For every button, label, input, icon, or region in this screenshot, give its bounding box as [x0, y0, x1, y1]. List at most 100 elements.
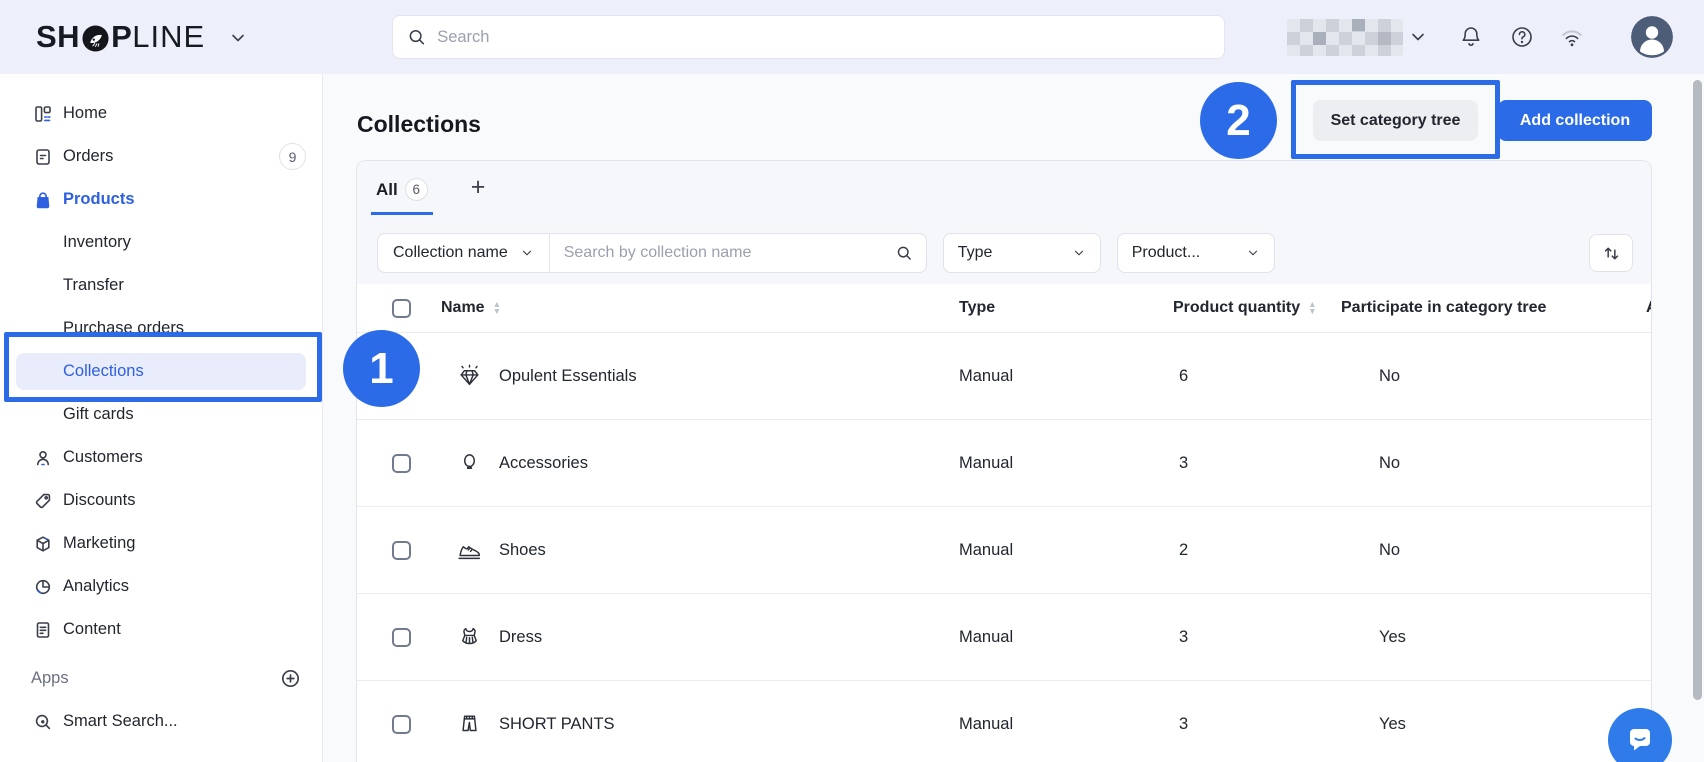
- marketing-cube-icon: [36, 535, 50, 552]
- logo-fish-icon: [82, 24, 109, 52]
- collection-name[interactable]: Accessories: [499, 453, 588, 472]
- analytics-pie-icon: [35, 579, 51, 594]
- chat-widget-button[interactable]: [1608, 708, 1672, 762]
- sidebar-item-home[interactable]: Home: [0, 92, 322, 135]
- sidebar-section-apps[interactable]: Apps: [0, 657, 322, 700]
- card-toolbar: All 6 + Collection name: [357, 161, 1651, 284]
- help-icon[interactable]: [1509, 24, 1535, 50]
- row-checkbox[interactable]: [392, 540, 411, 560]
- collection-search-group: Collection name: [377, 233, 927, 273]
- table-row[interactable]: Opulent Essentials Manual 6 No: [357, 332, 1651, 419]
- sidebar-item-smart-search[interactable]: Smart Search...: [0, 700, 322, 743]
- collection-participate: Yes: [1379, 627, 1406, 646]
- collection-type: Manual: [959, 366, 1014, 385]
- search-field-selector[interactable]: Collection name: [378, 234, 550, 272]
- row-checkbox[interactable]: [392, 366, 411, 386]
- sidebar-item-label: Transfer: [63, 276, 124, 294]
- table-row[interactable]: Dress Manual 3 Yes: [357, 593, 1651, 680]
- sidebar-item-transfer[interactable]: Transfer: [0, 264, 322, 307]
- search-field-selector-label: Collection name: [393, 244, 508, 261]
- store-switcher-chevron-icon[interactable]: [228, 28, 248, 48]
- avatar[interactable]: [1631, 16, 1673, 58]
- tab-all[interactable]: All 6: [371, 173, 433, 215]
- product-filter-dropdown[interactable]: Product...: [1116, 233, 1275, 273]
- sort-carets-icon[interactable]: ▲ ▼: [492, 299, 501, 316]
- chevron-down-icon: [1248, 250, 1257, 256]
- orders-count-badge: 9: [279, 143, 306, 170]
- dress-icon: [462, 627, 477, 644]
- collection-quantity: 6: [1179, 366, 1189, 385]
- sidebar-item-label: Purchase orders: [63, 319, 185, 337]
- home-icon: [35, 105, 51, 122]
- sidebar-item-marketing[interactable]: Marketing: [0, 522, 322, 565]
- sidebar-item-label: Gift cards: [63, 405, 134, 423]
- product-filter-label: Product...: [1131, 244, 1201, 261]
- row-checkbox[interactable]: [392, 453, 411, 473]
- shopline-logo[interactable]: SH P LINE: [36, 19, 206, 54]
- sidebar-item-inventory[interactable]: Inventory: [0, 221, 322, 264]
- collection-quantity: 3: [1179, 714, 1189, 733]
- select-all-checkbox[interactable]: [392, 298, 411, 318]
- sort-carets-icon[interactable]: ▲ ▼: [1308, 299, 1317, 316]
- sidebar-item-label: Marketing: [63, 534, 136, 552]
- sidebar-item-content[interactable]: Content: [0, 608, 322, 651]
- orders-icon: [36, 148, 50, 165]
- collection-name[interactable]: Dress: [499, 627, 543, 646]
- table-row[interactable]: Accessories Manual 3 No: [357, 419, 1651, 506]
- sidebar-item-orders[interactable]: Orders 9: [0, 135, 322, 178]
- sidebar-item-label: Discounts: [63, 491, 136, 509]
- type-filter-dropdown[interactable]: Type: [942, 233, 1101, 273]
- table-header-row: Name ▲ ▼ Type Product quantity ▲ ▼ Partici…: [357, 284, 1651, 332]
- add-app-plus-icon[interactable]: [280, 668, 301, 689]
- notifications-bell-icon[interactable]: [1458, 24, 1484, 50]
- sort-button[interactable]: [1589, 234, 1633, 272]
- vertical-scrollbar[interactable]: [1693, 80, 1702, 700]
- sort-arrows-icon: [1604, 247, 1618, 259]
- sidebar-item-collections[interactable]: Collections: [16, 353, 306, 390]
- sneaker-icon: [458, 545, 481, 559]
- sidebar-item-products[interactable]: Products: [0, 178, 322, 221]
- collection-name[interactable]: SHORT PANTS: [499, 714, 615, 733]
- sidebar-item-customers[interactable]: Customers: [0, 436, 322, 479]
- sidebar-item-label: Home: [63, 104, 108, 122]
- row-checkbox[interactable]: [392, 714, 411, 734]
- tab-all-label: All: [376, 179, 398, 199]
- smart-search-icon: [35, 714, 51, 729]
- collection-name-search: [550, 234, 926, 272]
- sidebar-item-label: Content: [63, 620, 121, 638]
- page-title: Collections: [357, 111, 481, 138]
- table-row[interactable]: SHORT PANTS Manual 3 Yes: [357, 680, 1651, 762]
- set-category-tree-button[interactable]: Set category tree: [1313, 100, 1478, 141]
- collection-participate: Yes: [1379, 714, 1406, 733]
- global-search-input[interactable]: [435, 26, 1210, 48]
- account-chevron-icon[interactable]: [1408, 27, 1428, 47]
- collection-participate: No: [1379, 366, 1401, 385]
- sidebar-item-gift-cards[interactable]: Gift cards: [0, 393, 322, 436]
- column-header-participate: Participate in category tree: [1341, 299, 1547, 316]
- add-collection-button[interactable]: Add collection: [1498, 100, 1652, 141]
- tabs-bar: All 6 +: [371, 173, 485, 215]
- row-checkbox[interactable]: [392, 627, 411, 647]
- sidebar-item-label: Analytics: [63, 577, 130, 595]
- column-header-name[interactable]: Name: [441, 299, 485, 316]
- sidebar-item-purchase-orders[interactable]: Purchase orders: [0, 307, 322, 350]
- sidebar-item-discounts[interactable]: Discounts: [0, 479, 322, 522]
- sidebar-item-label: Customers: [63, 448, 143, 466]
- table-row[interactable]: Shoes Manual 2 No: [357, 506, 1651, 593]
- add-tab-button[interactable]: +: [470, 173, 486, 201]
- collection-quantity: 3: [1179, 627, 1189, 646]
- column-header-product-quantity[interactable]: Product quantity: [1173, 299, 1301, 316]
- collection-name[interactable]: Shoes: [499, 540, 546, 559]
- shorts-icon: [462, 714, 477, 731]
- collection-name-search-input[interactable]: [561, 243, 888, 263]
- collection-name[interactable]: Opulent Essentials: [499, 366, 637, 385]
- sidebar-item-label: Products: [63, 190, 135, 208]
- collections-card: All 6 + Collection name: [356, 160, 1652, 762]
- sidebar-item-label: Inventory: [63, 233, 131, 251]
- collection-quantity: 2: [1179, 540, 1189, 559]
- sidebar-item-analytics[interactable]: Analytics: [0, 565, 322, 608]
- column-header-type: Type: [959, 299, 996, 316]
- discount-tag-icon: [35, 493, 51, 508]
- sidebar-item-label: Smart Search...: [63, 712, 178, 730]
